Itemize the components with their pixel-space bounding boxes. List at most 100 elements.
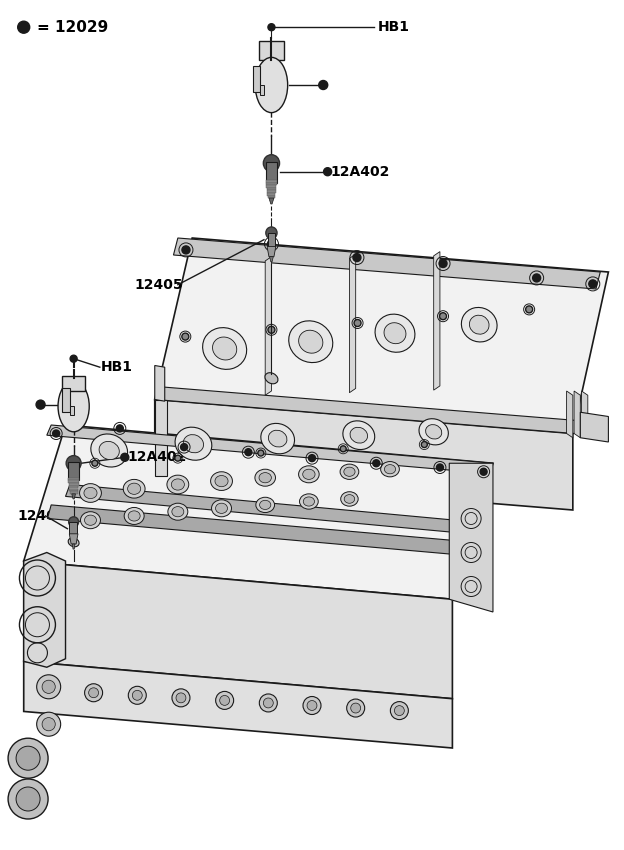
Ellipse shape bbox=[167, 475, 188, 494]
Polygon shape bbox=[567, 391, 573, 438]
Polygon shape bbox=[155, 387, 580, 434]
Bar bbox=[266, 183, 276, 185]
Circle shape bbox=[421, 441, 427, 448]
Circle shape bbox=[16, 787, 40, 811]
Ellipse shape bbox=[300, 494, 318, 509]
Circle shape bbox=[172, 688, 190, 707]
Ellipse shape bbox=[263, 155, 280, 172]
Ellipse shape bbox=[384, 465, 396, 473]
Circle shape bbox=[121, 453, 129, 462]
Bar bbox=[69, 489, 78, 491]
Circle shape bbox=[258, 450, 264, 456]
Text: = 12029: = 12029 bbox=[37, 20, 109, 35]
Ellipse shape bbox=[84, 515, 97, 525]
Ellipse shape bbox=[172, 507, 184, 517]
Polygon shape bbox=[69, 534, 78, 544]
Polygon shape bbox=[173, 238, 600, 289]
Polygon shape bbox=[24, 561, 452, 699]
Ellipse shape bbox=[256, 497, 275, 513]
Ellipse shape bbox=[419, 419, 449, 445]
Text: 12405: 12405 bbox=[17, 509, 66, 523]
Polygon shape bbox=[449, 463, 493, 612]
Ellipse shape bbox=[299, 330, 323, 354]
Ellipse shape bbox=[289, 320, 333, 363]
Circle shape bbox=[354, 320, 361, 326]
Ellipse shape bbox=[303, 469, 315, 479]
Circle shape bbox=[89, 688, 99, 698]
Ellipse shape bbox=[127, 483, 140, 495]
Circle shape bbox=[307, 700, 317, 711]
Ellipse shape bbox=[79, 484, 101, 502]
Circle shape bbox=[216, 691, 233, 710]
Polygon shape bbox=[72, 494, 76, 499]
Ellipse shape bbox=[66, 456, 81, 471]
Circle shape bbox=[589, 280, 597, 288]
Bar bbox=[62, 376, 85, 391]
Text: 12405: 12405 bbox=[134, 278, 183, 292]
Polygon shape bbox=[582, 391, 588, 438]
Circle shape bbox=[263, 698, 273, 708]
Ellipse shape bbox=[384, 323, 406, 343]
Ellipse shape bbox=[343, 421, 375, 450]
Ellipse shape bbox=[123, 479, 145, 498]
Ellipse shape bbox=[213, 337, 236, 360]
Polygon shape bbox=[47, 425, 493, 473]
Bar bbox=[266, 162, 277, 183]
Circle shape bbox=[373, 460, 380, 467]
Ellipse shape bbox=[255, 58, 288, 113]
Polygon shape bbox=[580, 412, 608, 442]
Ellipse shape bbox=[426, 425, 442, 439]
Polygon shape bbox=[155, 400, 167, 476]
Ellipse shape bbox=[80, 512, 100, 529]
Ellipse shape bbox=[68, 538, 79, 547]
Text: HB1: HB1 bbox=[378, 20, 409, 34]
Circle shape bbox=[268, 24, 275, 31]
Polygon shape bbox=[270, 257, 273, 262]
Ellipse shape bbox=[91, 434, 127, 467]
Ellipse shape bbox=[469, 315, 489, 334]
Bar bbox=[68, 478, 79, 480]
Ellipse shape bbox=[259, 473, 271, 483]
Ellipse shape bbox=[344, 468, 355, 476]
Bar bbox=[69, 522, 77, 534]
Circle shape bbox=[436, 464, 444, 471]
Ellipse shape bbox=[128, 511, 140, 521]
Circle shape bbox=[42, 717, 56, 731]
Bar bbox=[267, 188, 276, 190]
Bar bbox=[268, 233, 275, 246]
Ellipse shape bbox=[171, 479, 184, 490]
Circle shape bbox=[16, 746, 40, 770]
Polygon shape bbox=[24, 661, 452, 748]
Ellipse shape bbox=[215, 475, 228, 487]
Ellipse shape bbox=[203, 327, 246, 370]
Ellipse shape bbox=[261, 423, 295, 454]
Polygon shape bbox=[434, 252, 440, 390]
Circle shape bbox=[324, 167, 331, 176]
Ellipse shape bbox=[124, 507, 144, 524]
Circle shape bbox=[37, 712, 61, 736]
Circle shape bbox=[85, 683, 102, 702]
Circle shape bbox=[533, 274, 540, 282]
Circle shape bbox=[37, 675, 61, 699]
Circle shape bbox=[268, 326, 275, 333]
Ellipse shape bbox=[381, 462, 399, 477]
Polygon shape bbox=[72, 544, 75, 549]
Circle shape bbox=[36, 400, 45, 409]
Circle shape bbox=[439, 313, 447, 320]
Polygon shape bbox=[349, 254, 356, 393]
Circle shape bbox=[175, 455, 181, 462]
Ellipse shape bbox=[298, 466, 319, 483]
Bar bbox=[69, 483, 79, 485]
Circle shape bbox=[480, 468, 487, 475]
Polygon shape bbox=[574, 391, 580, 438]
Circle shape bbox=[245, 449, 252, 456]
Text: 12A402: 12A402 bbox=[331, 165, 390, 178]
Bar bbox=[268, 196, 275, 198]
Polygon shape bbox=[155, 238, 608, 434]
Text: eReplacementParts.com: eReplacementParts.com bbox=[236, 418, 388, 432]
Circle shape bbox=[42, 680, 56, 694]
Circle shape bbox=[391, 701, 408, 720]
Bar bbox=[253, 66, 260, 92]
Circle shape bbox=[439, 259, 447, 268]
Circle shape bbox=[70, 355, 77, 362]
